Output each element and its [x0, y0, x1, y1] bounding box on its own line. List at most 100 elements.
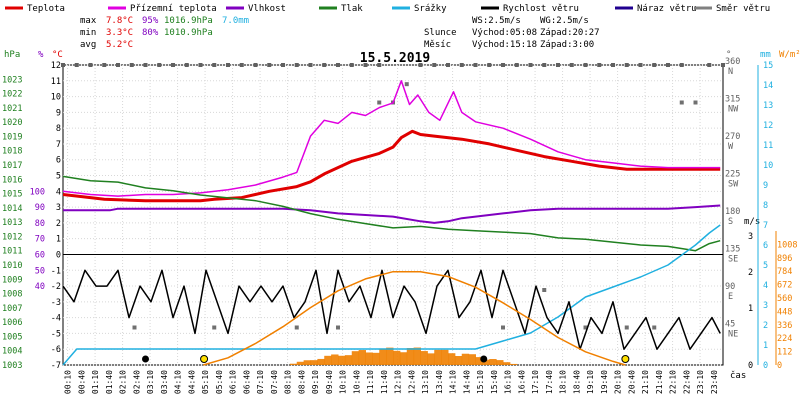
chart-title: 15.5.2019 [360, 51, 430, 66]
tick-label-mm: 4 [763, 281, 768, 291]
tick-label-direction-name: N [728, 67, 733, 77]
tick-label-time: 23:40 [710, 370, 719, 394]
legend-item: Přízemní teplota [108, 4, 217, 14]
wind-direction-mark [157, 63, 162, 67]
tick-label-time: 12:40 [407, 370, 416, 394]
wind-direction-mark [184, 63, 189, 67]
legend-label: Teplota [27, 4, 65, 14]
sunshine-bars [289, 347, 518, 365]
tick-label-hpa: 1009 [2, 275, 22, 285]
legend-label: Přízemní teplota [130, 4, 217, 14]
tick-label-time: 00:40 [77, 370, 86, 394]
tick-label-celsius: -3 [51, 298, 61, 308]
tick-label-time: 04:40 [187, 370, 196, 394]
tick-label-hpa: 1007 [2, 304, 22, 314]
tick-label-mm: 5 [763, 261, 768, 271]
wind-direction-mark [638, 63, 643, 67]
tick-label-mm: 11 [763, 141, 773, 151]
sunrise-marker [200, 355, 209, 363]
tick-label-time: 01:10 [91, 370, 100, 394]
legend-item: Tlak [319, 4, 363, 14]
sunshine-bar [509, 363, 518, 365]
wind-direction-mark [624, 63, 629, 67]
tick-label-time: 03:40 [160, 370, 169, 394]
wind-direction-mark [363, 63, 368, 67]
tick-label-time: 10:40 [352, 370, 361, 394]
tick-label-hpa: 1013 [2, 218, 22, 228]
wind-direction-mark [226, 63, 230, 67]
tick-label-wm2: 896 [777, 254, 792, 264]
sunrise: Východ:05:08 [472, 28, 537, 38]
tick-label-hpa: 1008 [2, 290, 22, 300]
tick-label-hpa: 1016 [2, 175, 22, 185]
sunset-marker [621, 355, 630, 363]
wind-direction-mark [267, 63, 272, 67]
stat-label: max [80, 16, 97, 26]
wind-direction-mark [679, 63, 684, 67]
wind-direction-mark [679, 100, 684, 105]
wind-direction-mark [281, 63, 285, 67]
sun-label: Slunce [424, 28, 457, 38]
sunshine-bar [351, 351, 360, 365]
tick-label-time: 09:10 [311, 370, 320, 394]
tick-label-celsius: -1 [51, 266, 61, 276]
tick-label-time: 06:40 [242, 370, 251, 394]
axis-unit-hpa: hPa [4, 50, 20, 60]
legend-item: Náraz větru [615, 4, 697, 14]
axis-unit-direction: ° [726, 50, 731, 60]
tick-label-time: 08:40 [297, 370, 306, 394]
stat-temp: 7.8°C [106, 16, 133, 26]
tick-label-time: 14:40 [462, 370, 471, 394]
series-line [62, 80, 721, 197]
series-line [62, 129, 721, 203]
x-axis-label: čas [730, 370, 746, 381]
legend-item: Srážky [392, 4, 447, 14]
tick-label-direction-name: E [728, 292, 733, 302]
sunshine-bar [317, 358, 325, 365]
tick-label-time: 18:40 [572, 370, 581, 394]
tick-label-percent: 70 [35, 235, 45, 245]
stat-rain: 7.0mm [222, 16, 249, 26]
tick-label-time: 00:10 [64, 370, 73, 394]
tick-label-celsius: -2 [51, 282, 61, 292]
sunshine-bar [468, 354, 476, 365]
legend-label: Směr větru [716, 4, 770, 14]
tick-label-mm: 13 [763, 101, 773, 111]
sunshine-bar [310, 360, 318, 365]
series-line [63, 204, 721, 224]
sunshine-bar [496, 360, 504, 365]
tick-label-time: 20:40 [627, 370, 636, 394]
wind-direction-mark [404, 82, 409, 87]
stats-panel: max 7.8°C 95% 1016.9hPa 7.0mm min 3.3°C 80% 1010… [80, 16, 249, 50]
tick-label-time: 16:40 [517, 370, 526, 394]
sunshine-bar [503, 362, 511, 365]
tick-label-time: 06:10 [229, 370, 238, 394]
tick-label-time: 04:10 [174, 370, 183, 394]
tick-label-wm2: 224 [777, 334, 792, 344]
tick-label-ms: 0 [748, 361, 753, 371]
wind-direction-mark [212, 325, 217, 330]
series-line [62, 224, 721, 366]
wind-direction-mark [349, 63, 354, 67]
tick-label-time: 13:40 [435, 370, 444, 394]
tick-label-hpa: 1020 [2, 118, 22, 128]
wind-direction-mark [597, 63, 602, 67]
tick-label-direction: 45 [725, 320, 735, 330]
sunset: Západ:20:27 [540, 28, 600, 38]
wind-direction-mark [102, 63, 107, 67]
tick-label-hpa: 1015 [2, 190, 22, 200]
wind-direction-mark [61, 63, 65, 67]
tick-label-time: 11:40 [380, 370, 389, 394]
wind-direction-mark [239, 63, 244, 67]
tick-label-time: 12:10 [394, 370, 403, 394]
wind-direction-mark [501, 63, 505, 67]
wind-direction-mark [583, 325, 588, 330]
legend-label: Vlhkost [248, 4, 286, 14]
tick-label-mm: 12 [763, 121, 773, 131]
tick-label-percent: 90 [35, 203, 45, 213]
tick-label-hpa: 1012 [2, 232, 22, 242]
sunshine-bar [386, 347, 394, 365]
legend-label: Tlak [341, 4, 363, 14]
wind-direction-mark [473, 63, 478, 67]
